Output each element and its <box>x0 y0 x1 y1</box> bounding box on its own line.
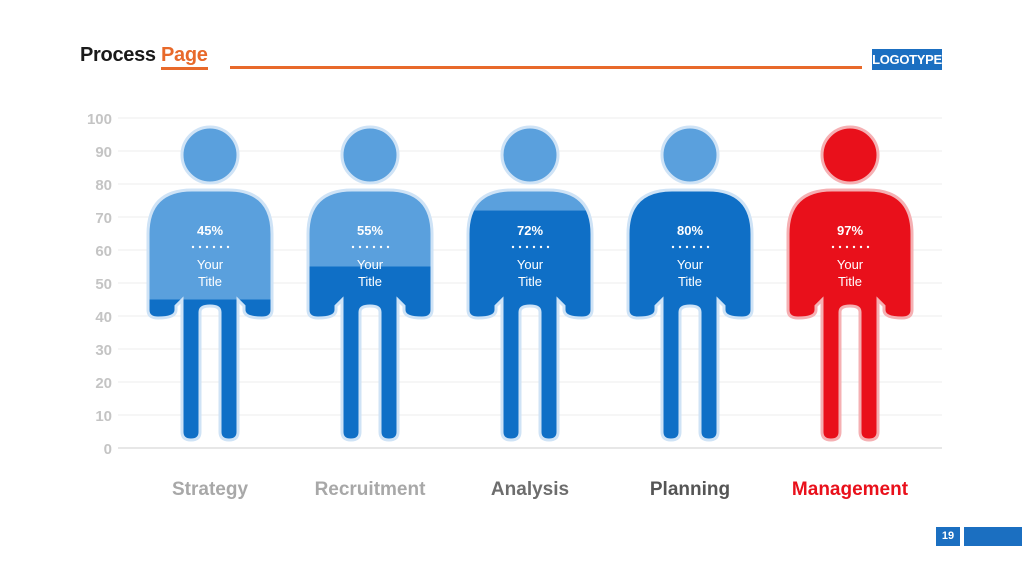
dot-separator <box>351 245 355 249</box>
person-bar-analysis: 72% Your Title Analysis <box>466 125 594 500</box>
y-tick-label: 40 <box>95 309 112 326</box>
bar-caption-line2: Title <box>358 274 382 289</box>
category-label: Strategy <box>172 479 248 500</box>
y-tick-label: 30 <box>95 342 112 359</box>
dot-separator <box>365 245 369 249</box>
person-body-outline <box>786 188 914 442</box>
dot-separator <box>859 245 863 249</box>
category-label: Recruitment <box>315 479 427 500</box>
y-tick-label: 90 <box>95 144 112 161</box>
person-head-outline <box>340 125 400 185</box>
dot-separator <box>539 245 543 249</box>
page-title-part2: Page <box>161 44 208 70</box>
category-label: Management <box>792 479 909 500</box>
person-unfilled-part <box>468 127 592 211</box>
person-bar-recruitment: 55% Your Title Recruitment <box>306 125 434 500</box>
y-tick-label: 20 <box>95 375 112 392</box>
y-tick-label: 80 <box>95 177 112 194</box>
person-bar-strategy: 45% Your Title Strategy <box>146 125 274 500</box>
person-filled-part <box>308 266 432 440</box>
bar-caption-line2: Title <box>518 274 542 289</box>
dot-separator <box>219 245 223 249</box>
logo: LOGOTYPE <box>872 49 942 70</box>
dot-separator <box>671 245 675 249</box>
dot-separator <box>212 245 216 249</box>
dot-separator <box>205 245 209 249</box>
person-head-outline <box>180 125 240 185</box>
dot-separator <box>191 245 195 249</box>
dot-separator <box>511 245 515 249</box>
bar-caption-line2: Title <box>838 274 862 289</box>
person-body-outline <box>306 188 434 442</box>
value-label: 72% <box>517 223 543 238</box>
bar-caption-line1: Your <box>517 257 544 272</box>
dot-separator <box>358 245 362 249</box>
y-tick-label: 70 <box>95 210 112 227</box>
bar-caption-line1: Your <box>837 257 864 272</box>
bar-caption-line1: Your <box>357 257 384 272</box>
dot-separator <box>706 245 710 249</box>
person-head-outline <box>500 125 560 185</box>
dot-separator <box>386 245 390 249</box>
y-tick-label: 60 <box>95 243 112 260</box>
dot-separator <box>546 245 550 249</box>
person-head-outline <box>660 125 720 185</box>
person-body-outline <box>626 188 754 442</box>
bar-caption-line1: Your <box>677 257 704 272</box>
dot-separator <box>692 245 696 249</box>
value-label: 97% <box>837 223 863 238</box>
dot-separator <box>532 245 536 249</box>
person-filled-part <box>148 299 272 440</box>
dot-separator <box>518 245 522 249</box>
value-label: 55% <box>357 223 383 238</box>
dot-separator <box>379 245 383 249</box>
value-label: 80% <box>677 223 703 238</box>
person-bar-management: 97% Your Title Management <box>786 125 914 500</box>
page-title-part1: Process <box>80 44 161 66</box>
dot-separator <box>198 245 202 249</box>
page-number: 19 <box>936 527 960 546</box>
dot-separator <box>685 245 689 249</box>
category-label: Analysis <box>491 479 569 500</box>
person-body-outline <box>466 188 594 442</box>
bar-caption-line2: Title <box>678 274 702 289</box>
dot-separator <box>845 245 849 249</box>
person-unfilled-part <box>628 127 752 184</box>
y-tick-label: 100 <box>87 111 112 128</box>
dot-separator <box>831 245 835 249</box>
person-bar-planning: 80% Your Title Planning <box>626 125 754 500</box>
page-title: Process Page <box>80 44 208 70</box>
dot-separator <box>838 245 842 249</box>
bar-caption-line2: Title <box>198 274 222 289</box>
y-tick-label: 10 <box>95 408 112 425</box>
person-body-outline <box>146 188 274 442</box>
dot-separator <box>525 245 529 249</box>
y-tick-label: 50 <box>95 276 112 293</box>
dot-separator <box>852 245 856 249</box>
page-number-bar <box>964 527 1022 546</box>
dot-separator <box>866 245 870 249</box>
title-rule <box>230 66 862 69</box>
person-head-outline <box>820 125 880 185</box>
y-tick-label: 0 <box>104 441 112 458</box>
person-unfilled-part <box>788 127 912 128</box>
category-label: Planning <box>650 479 730 500</box>
dot-separator <box>699 245 703 249</box>
value-label: 45% <box>197 223 223 238</box>
dot-separator <box>226 245 230 249</box>
bar-caption-line1: Your <box>197 257 224 272</box>
person-filled-part <box>788 127 912 440</box>
person-filled-part <box>468 210 592 440</box>
dot-separator <box>678 245 682 249</box>
dot-separator <box>372 245 376 249</box>
